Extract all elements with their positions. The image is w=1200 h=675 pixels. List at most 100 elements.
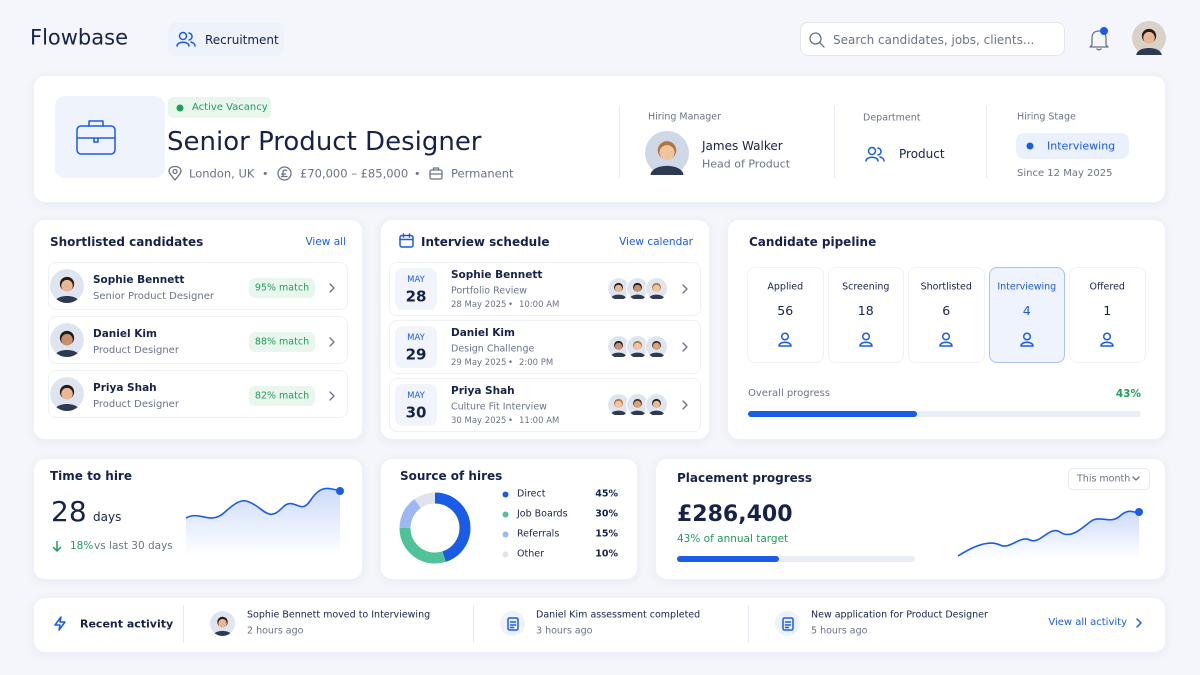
icon-part [76, 120, 116, 143]
placement-fill [677, 556, 780, 562]
date-month: MAY [407, 390, 425, 401]
avatar-face [61, 279, 73, 292]
stage-column-active[interactable] [988, 267, 1065, 363]
avatar-face [659, 145, 675, 161]
legend-value: 15% [595, 528, 618, 540]
avatar-face [61, 333, 73, 346]
candidate-name: Daniel Kim [93, 327, 157, 340]
nav-tab[interactable] [168, 22, 284, 56]
icon-part [942, 332, 951, 341]
icon-part [76, 125, 116, 155]
legend-label: Referrals [517, 528, 560, 540]
candidate-role: Senior Product Designer [93, 291, 214, 302]
divider [619, 106, 620, 178]
panel-avatar [607, 335, 631, 359]
panel-avatar [607, 277, 631, 301]
stage-column[interactable] [827, 267, 904, 363]
manager-label: Hiring Manager [648, 111, 722, 123]
panel-avatar [607, 393, 631, 417]
view-all-activity[interactable]: View all activity [1048, 617, 1127, 628]
search-placeholder[interactable]: Search candidates, jobs, clients... [833, 33, 1035, 47]
avatar-body [54, 349, 80, 357]
panel-avatar [645, 393, 669, 417]
avatar [608, 278, 629, 299]
legend-label: Other [517, 548, 544, 560]
icon-part [682, 284, 688, 294]
icon-part [329, 337, 335, 347]
bolt-icon [54, 616, 66, 631]
date-day: 28 [405, 287, 427, 306]
sparkline-dot [1135, 508, 1143, 516]
icon-part [168, 165, 182, 181]
avatar-face [61, 387, 73, 400]
avatar [608, 336, 629, 357]
stage-name: Applied [767, 281, 804, 293]
candidate-row[interactable] [48, 316, 348, 364]
date-day: 30 [405, 403, 427, 422]
candidate-row[interactable] [48, 370, 348, 418]
job-icon-box [55, 96, 165, 178]
chevron [329, 283, 335, 293]
chevron [682, 342, 688, 352]
chevron [682, 400, 688, 410]
legend-value: 45% [595, 488, 618, 500]
avatar [50, 269, 84, 303]
stage-column[interactable] [908, 267, 985, 363]
icon-part [1022, 332, 1031, 341]
status-dot [176, 104, 184, 112]
interview-row[interactable] [389, 378, 701, 432]
donut-chart [399, 492, 471, 564]
sparkline-dot [336, 487, 344, 495]
interview-type: Portfolio Review [451, 285, 527, 297]
divider [834, 106, 835, 178]
avatar [1132, 21, 1166, 55]
interview-time: 10:00 AM [519, 299, 560, 310]
candidate-avatar [50, 323, 84, 357]
avatar-body [629, 294, 646, 299]
period-select[interactable] [1068, 468, 1150, 490]
icon-part [781, 332, 790, 341]
interview-row[interactable] [389, 262, 701, 316]
panel-avatar [645, 335, 669, 359]
placement-target: 43% of annual target [677, 532, 789, 545]
avatar [50, 377, 84, 411]
stage-count: 1 [1103, 302, 1112, 318]
location: London, UK [189, 166, 255, 181]
activity-time: 2 hours ago [247, 625, 304, 637]
user-avatar[interactable] [1132, 21, 1166, 59]
calendar-icon [399, 233, 414, 248]
activity-text: Sophie Bennett moved to Interviewing [247, 609, 431, 621]
activity-text: New application for Product Designer [811, 609, 988, 621]
notifications[interactable] [1089, 27, 1111, 52]
view-calendar-link[interactable]: View calendar [619, 235, 693, 248]
stage-column[interactable] [1069, 267, 1146, 363]
view-all-link[interactable]: View all [305, 235, 346, 248]
icon-part [682, 400, 688, 410]
chevron [329, 337, 335, 347]
search-box[interactable] [800, 22, 1065, 56]
activity-icon [775, 611, 800, 636]
progress-label: Overall progress [748, 388, 831, 399]
stage-icon [859, 332, 873, 347]
nav-label[interactable]: Recruitment [205, 33, 279, 47]
logo[interactable]: Flowbase [30, 25, 128, 50]
stage-count: 6 [942, 302, 951, 318]
avatar [50, 323, 84, 357]
avatar-body [650, 165, 684, 175]
progress-track [748, 411, 1141, 417]
date-month: MAY [407, 274, 425, 285]
interview-row[interactable] [389, 320, 701, 374]
location-icon [168, 165, 182, 181]
separator: • [262, 167, 269, 181]
date-box [395, 268, 437, 310]
icon-part [509, 621, 517, 629]
icon-part [867, 146, 877, 156]
placement-track [677, 556, 915, 562]
search-icon [809, 32, 825, 48]
period-label[interactable]: This month [1077, 473, 1131, 485]
separator: • [508, 415, 514, 426]
stage-column[interactable] [747, 267, 824, 363]
candidate-row[interactable] [48, 262, 348, 310]
stage-label: Hiring Stage [1017, 111, 1076, 123]
